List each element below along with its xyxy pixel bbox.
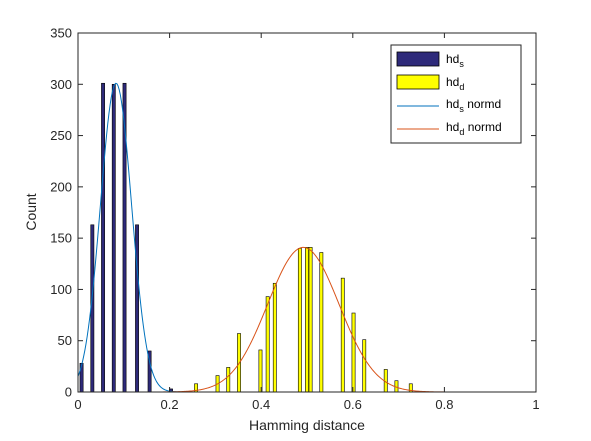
x-tick-label: 0.2 xyxy=(161,397,179,412)
y-axis-ticks: 0 50 100 150 200 250 300 350 xyxy=(50,26,536,400)
hd-d-bar xyxy=(265,296,270,393)
x-tick-label: 0.6 xyxy=(344,397,362,412)
hd-d-bar xyxy=(258,349,263,393)
y-tick-label: 100 xyxy=(50,282,72,297)
legend: hds hdd hds normd hdd normd xyxy=(390,44,522,144)
legend-label-hd-s-normd: hds normd xyxy=(446,97,501,114)
y-tick-label: 300 xyxy=(50,77,72,92)
y-axis-label: Count xyxy=(23,193,39,230)
hd-d-bar xyxy=(351,312,356,393)
hd-d-bar xyxy=(297,248,302,393)
x-axis-ticks: 0 0.2 0.4 0.6 0.8 1 xyxy=(74,33,540,412)
hd-d-bar xyxy=(305,247,309,393)
y-tick-label: 350 xyxy=(50,26,72,41)
legend-swatch-hd-s xyxy=(396,51,440,67)
hd-d-bar xyxy=(308,247,313,393)
y-tick-label: 200 xyxy=(50,179,72,194)
y-tick-label: 50 xyxy=(58,333,72,348)
x-tick-label: 0.4 xyxy=(252,397,270,412)
y-tick-label: 0 xyxy=(65,385,72,400)
hd-s-bar xyxy=(135,224,139,393)
x-tick-label: 0.8 xyxy=(435,397,453,412)
legend-label-hd-s: hds xyxy=(446,52,464,69)
y-tick-label: 250 xyxy=(50,128,72,143)
x-tick-label: 1 xyxy=(532,397,539,412)
hd-d-bar xyxy=(340,277,345,393)
plot-frame xyxy=(77,32,537,393)
y-tick-label: 150 xyxy=(50,231,72,246)
hd-d-bar xyxy=(319,252,324,393)
legend-label-hd-d-normd: hdd normd xyxy=(446,120,502,137)
hd-s-bar xyxy=(111,83,116,393)
legend-label-hd-d: hdd xyxy=(446,75,464,92)
x-axis-label: Hamming distance xyxy=(249,417,365,433)
hd-d-bar xyxy=(362,339,367,393)
hd-d-bar xyxy=(272,282,277,393)
legend-swatch-hd-d xyxy=(396,74,440,90)
x-tick-label: 0 xyxy=(74,397,81,412)
hd-d-bar xyxy=(226,367,231,393)
hd-s-bar xyxy=(101,82,105,393)
